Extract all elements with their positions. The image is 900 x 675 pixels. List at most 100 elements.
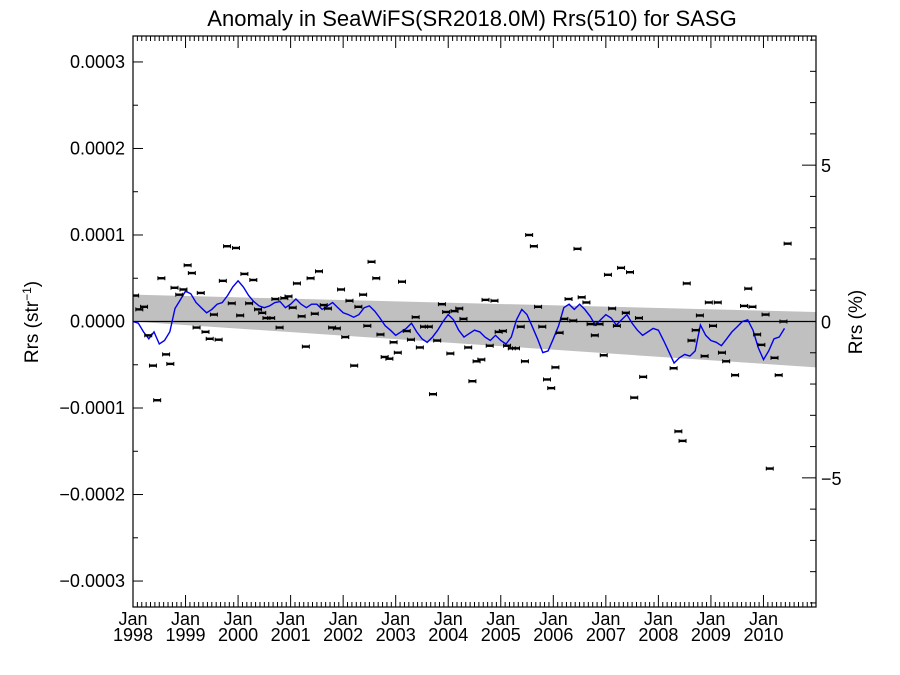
y-left-tick-label: −0.0003: [59, 571, 125, 591]
x-tick-month-label: Jan: [276, 609, 305, 629]
data-point: [240, 271, 249, 276]
data-point: [376, 332, 385, 337]
data-point: [179, 287, 188, 292]
data-point: [245, 301, 254, 306]
data-point: [634, 316, 643, 321]
data-point: [560, 316, 569, 321]
data-point: [319, 303, 328, 308]
data-point: [157, 276, 166, 281]
x-tick-month-label: Jan: [486, 609, 515, 629]
data-point: [393, 350, 402, 355]
data-point: [135, 307, 144, 312]
data-point: [608, 306, 617, 311]
x-tick-year-label: 2010: [743, 625, 783, 645]
data-point: [292, 281, 301, 286]
data-point: [385, 356, 394, 361]
data-point: [498, 329, 507, 334]
data-point: [761, 312, 770, 317]
data-point: [196, 290, 205, 295]
data-point: [630, 395, 639, 400]
data-point: [783, 241, 792, 246]
x-tick-month-label: Jan: [644, 609, 673, 629]
x-tick-month-label: Jan: [749, 609, 778, 629]
data-point: [359, 292, 368, 297]
data-point: [175, 292, 184, 297]
x-tick-month-label: Jan: [539, 609, 568, 629]
data-point: [770, 355, 779, 360]
data-point: [183, 263, 192, 268]
y-axis-left-label-sup: −1: [20, 287, 34, 301]
data-point: [669, 366, 678, 371]
data-point: [678, 438, 687, 443]
x-tick-month-label: Jan: [591, 609, 620, 629]
data-point: [740, 303, 749, 308]
plot-area: [133, 232, 816, 471]
data-point: [337, 287, 346, 292]
data-point: [415, 345, 424, 350]
data-point: [148, 363, 157, 368]
data-point: [214, 337, 223, 342]
data-point: [341, 335, 350, 340]
x-tick-year-label: 2006: [533, 625, 573, 645]
data-point: [682, 281, 691, 286]
data-point: [301, 344, 310, 349]
data-point: [153, 398, 162, 403]
data-point: [612, 323, 621, 328]
data-point: [442, 309, 451, 314]
data-point: [722, 359, 731, 364]
data-point: [713, 300, 722, 305]
x-tick-year-label: 2005: [481, 625, 521, 645]
x-tick-year-label: 2007: [586, 625, 626, 645]
data-point: [586, 322, 595, 327]
data-point: [603, 272, 612, 277]
data-point: [731, 373, 740, 378]
data-point: [433, 338, 442, 343]
data-point: [406, 337, 415, 342]
data-point: [236, 313, 245, 318]
y-axis-left-label-base: Rrs (str: [22, 300, 43, 363]
data-point: [372, 276, 381, 281]
data-point: [573, 246, 582, 251]
x-tick-year-label: 2002: [323, 625, 363, 645]
data-point: [267, 316, 276, 321]
data-point: [367, 259, 376, 264]
data-point: [485, 343, 494, 348]
data-point: [765, 466, 774, 471]
data-point: [249, 277, 258, 282]
data-point: [687, 338, 696, 343]
data-point: [402, 329, 411, 334]
data-point: [753, 332, 762, 337]
x-tick-month-label: Jan: [329, 609, 358, 629]
plot-content: [133, 232, 816, 471]
data-point: [437, 302, 446, 307]
y-right-tick-label: 0: [821, 313, 831, 333]
data-point: [170, 285, 179, 290]
data-point: [140, 304, 149, 309]
smoothed-series-line: [133, 279, 786, 365]
data-point: [297, 314, 306, 319]
data-point: [258, 310, 267, 315]
data-point: [275, 325, 284, 330]
data-point: [363, 323, 372, 328]
y-left-tick-label: 0.0003: [70, 52, 125, 72]
data-point: [459, 316, 468, 321]
data-point: [314, 269, 323, 274]
data-point: [543, 377, 552, 382]
x-tick-year-label: 2008: [638, 625, 678, 645]
y-left-tick-label: 0.0002: [70, 138, 125, 158]
data-point: [691, 328, 700, 333]
data-point: [748, 304, 757, 309]
axes: 0.0003 0.0002 0.0001 0.0000 −0.0001 −0.0002 −0…: [59, 35, 842, 645]
data-point: [744, 286, 753, 291]
data-point: [503, 343, 512, 348]
y-right-tick-label: −5: [821, 469, 842, 489]
data-point: [564, 297, 573, 302]
data-point: [192, 325, 201, 330]
data-point: [547, 386, 556, 391]
data-point: [674, 429, 683, 434]
y-left-tick-label: −0.0001: [59, 398, 125, 418]
x-tick-month-label: Jan: [171, 609, 200, 629]
data-point: [389, 340, 398, 345]
data-point: [582, 300, 591, 305]
